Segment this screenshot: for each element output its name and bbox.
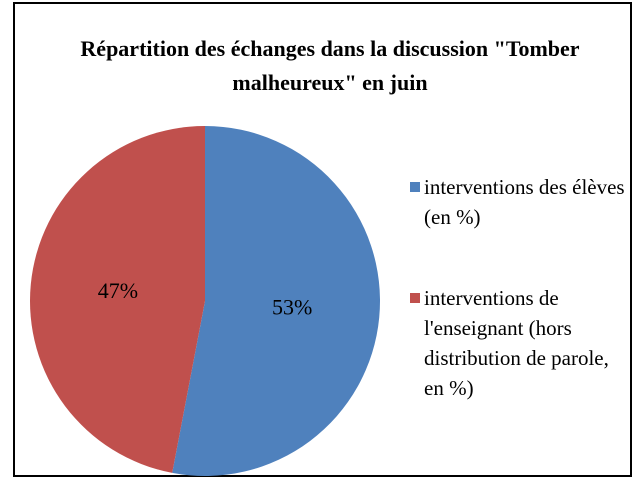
data-label: 47% [98,278,138,303]
pie-slice [172,126,381,476]
legend-entry: interventions de l'enseignant (hors dist… [410,283,630,403]
chart-title: Répartition des échanges dans la discuss… [80,36,580,95]
legend-swatch [410,182,420,192]
pie-slice [30,126,206,473]
chart-frame [13,2,632,477]
data-label: 53% [272,294,312,319]
legend-swatch [410,293,420,303]
legend-label: interventions des élèves (en %) [424,175,625,229]
legend-entry: interventions des élèves (en %) [410,172,630,232]
legend-label: interventions de l'enseignant (hors dist… [424,286,609,400]
